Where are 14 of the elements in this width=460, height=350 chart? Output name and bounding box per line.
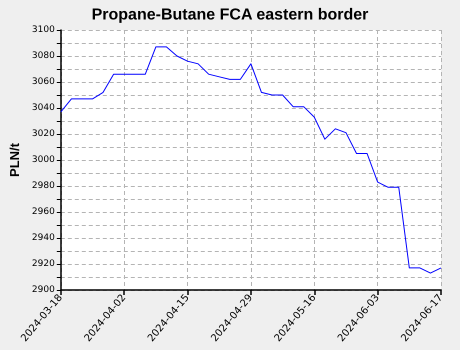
y-axis-title: PLN/t xyxy=(7,142,22,177)
y-tick-label: 3020 xyxy=(32,129,56,139)
y-tick-label: 3100 xyxy=(32,25,56,35)
line-series xyxy=(60,46,442,274)
y-tick-label: 3060 xyxy=(32,77,56,87)
y-tick-label: 2940 xyxy=(32,233,56,243)
y-tick-label: 2960 xyxy=(32,207,56,217)
y-tick-label: 3080 xyxy=(32,51,56,61)
y-tick-label: 2920 xyxy=(32,259,56,269)
chart-title: Propane-Butane FCA eastern border xyxy=(92,6,368,24)
y-tick-label: 2900 xyxy=(32,285,56,295)
y-tick-label: 3040 xyxy=(32,103,56,113)
y-tick-label: 2980 xyxy=(32,181,56,191)
y-tick-label: 3000 xyxy=(32,155,56,165)
